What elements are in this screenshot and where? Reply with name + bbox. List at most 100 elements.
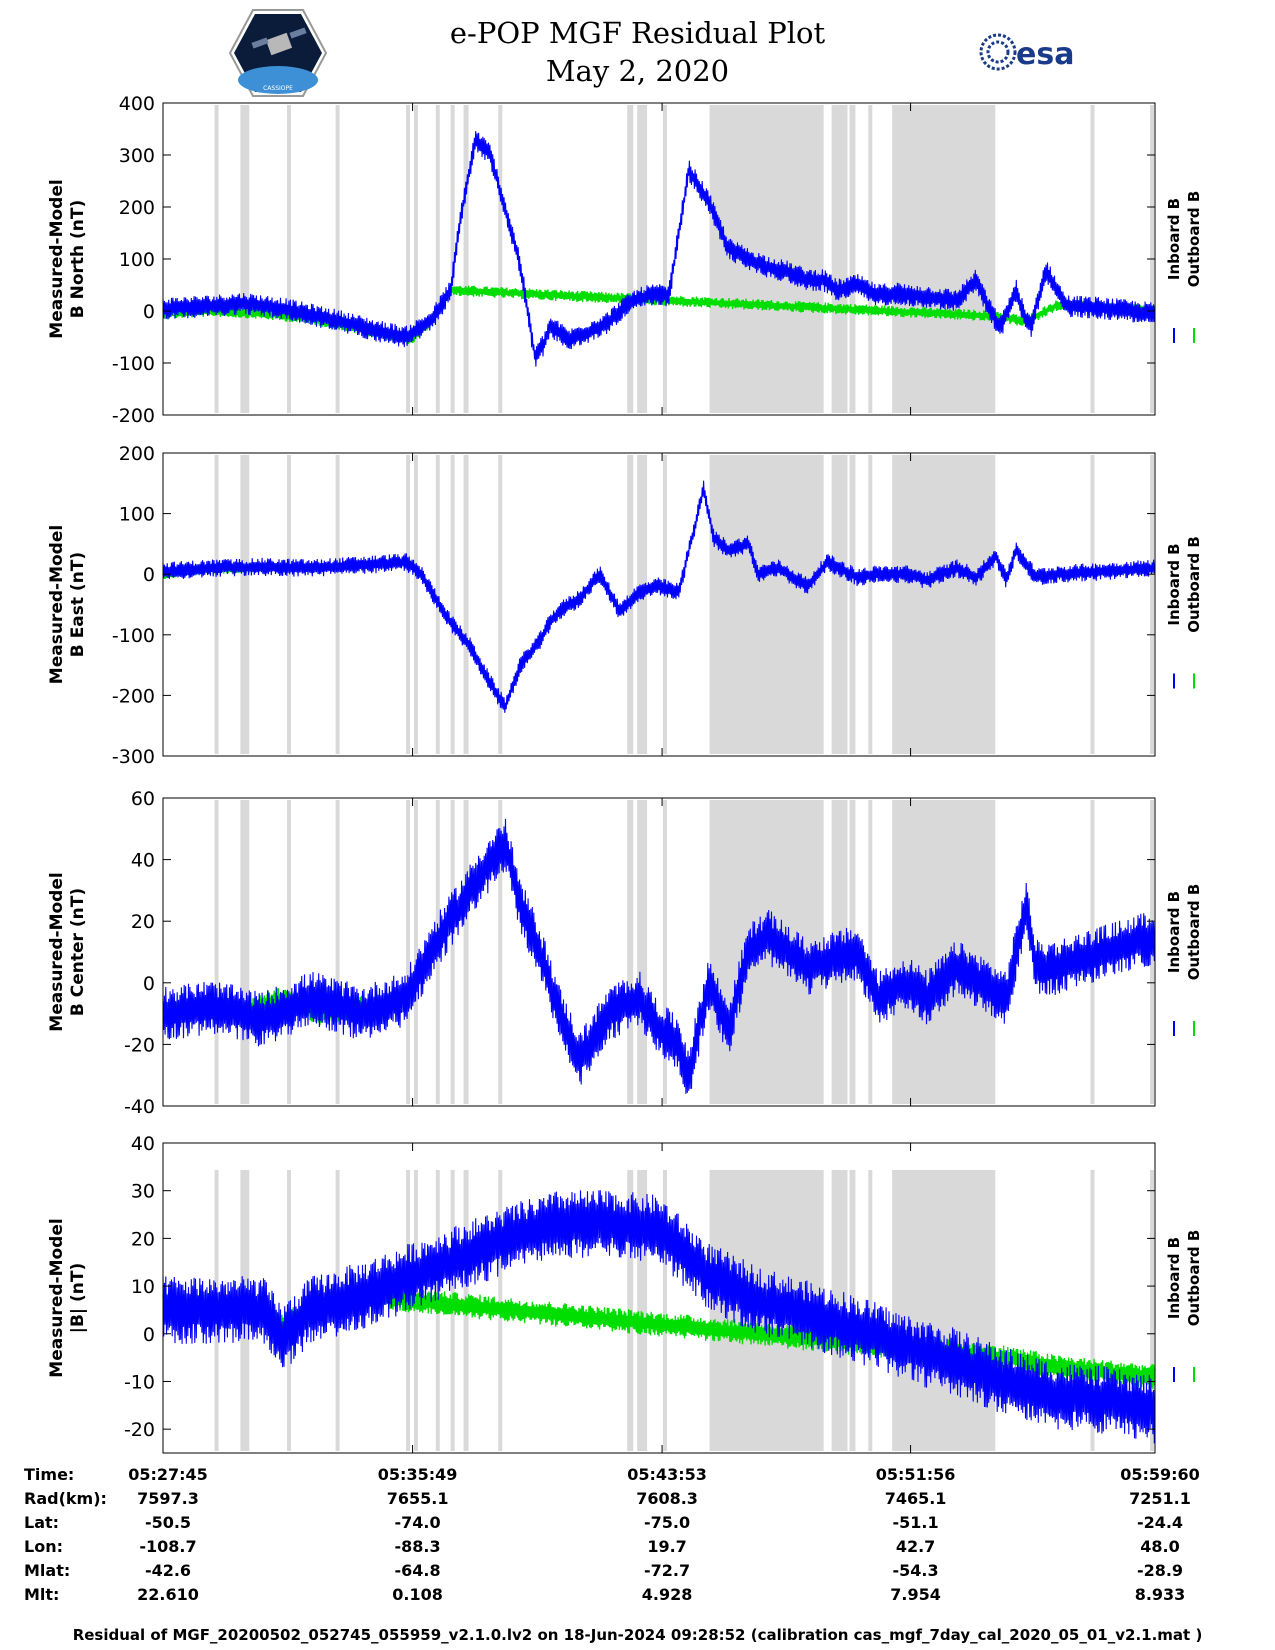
shade-band	[868, 1170, 873, 1451]
shade-band	[214, 800, 219, 1104]
legend-label: Inboard B	[1165, 1237, 1183, 1319]
shade-band	[406, 105, 411, 413]
legend-label: Outboard B	[1185, 1230, 1203, 1327]
shade-band	[1090, 1170, 1095, 1451]
y-tick-label: 40	[131, 1133, 155, 1155]
shade-band	[435, 105, 440, 413]
shade-band	[498, 455, 503, 754]
shade-band	[849, 455, 856, 754]
shade-band	[709, 455, 824, 754]
plot-title: e-POP MGF Residual Plot	[449, 16, 826, 50]
y-tick-label: -100	[112, 353, 155, 375]
shade-band	[637, 800, 648, 1104]
orbit-cell: -54.3	[892, 1561, 939, 1580]
y-axis-label: Measured-ModelB Center (nT)	[47, 872, 88, 1031]
shade-band	[498, 105, 503, 413]
mission-logo-text: CASSIOPE	[263, 85, 293, 92]
shade-band	[892, 455, 996, 754]
orbit-row-label: Time:	[24, 1465, 75, 1484]
y-tick-label: 20	[131, 911, 155, 933]
orbit-cell: -50.5	[144, 1513, 192, 1532]
shade-band	[413, 1170, 418, 1451]
shade-band	[709, 105, 824, 413]
orbit-cell: -28.9	[1136, 1561, 1184, 1580]
panel-1: -200 -100 0 100 200 300 400 Measured-ModelB Nor…	[47, 93, 1203, 427]
orbit-cell: -64.8	[394, 1561, 441, 1580]
orbit-cell: -24.4	[1136, 1513, 1184, 1532]
orbit-row-label: Lon:	[24, 1537, 63, 1556]
y-tick-label: 0	[143, 564, 155, 586]
y-tick-label: 100	[119, 504, 155, 526]
shade-band	[406, 455, 411, 754]
panel-2: -300 -200 -100 0 100 200 Measured-ModelB East …	[47, 443, 1203, 768]
shade-band	[662, 105, 667, 413]
esa-logo-text: esa	[1016, 37, 1074, 72]
shade-band	[214, 455, 219, 754]
orbit-row-label: Lat:	[24, 1513, 60, 1532]
shade-band	[413, 800, 418, 1104]
shade-band	[849, 105, 856, 413]
shade-band	[637, 105, 648, 413]
orbit-cell: 05:43:53	[627, 1465, 707, 1484]
shade-band	[463, 800, 469, 1104]
orbit-cell: 4.928	[641, 1585, 693, 1604]
orbit-cell: 42.7	[895, 1537, 936, 1556]
legend-label: Outboard B	[1185, 191, 1203, 288]
orbit-table: Time: Rad(km): Lat: Lon: Mlat: Mlt: 05:27:45 75…	[0, 1465, 1275, 1615]
legend-label: Inboard B	[1165, 543, 1183, 625]
shade-band	[1150, 455, 1155, 754]
shade-band	[868, 800, 873, 1104]
shade-band	[214, 105, 219, 413]
shade-band	[868, 455, 873, 754]
y-tick-label: 40	[131, 850, 155, 872]
shade-band	[450, 105, 455, 413]
shade-band	[335, 800, 340, 1104]
shade-band	[450, 800, 455, 1104]
orbit-cell: -108.7	[139, 1537, 197, 1556]
shade-band	[637, 455, 648, 754]
series-line	[162, 131, 1156, 367]
shade-band	[240, 800, 250, 1104]
y-tick-label: 300	[119, 145, 155, 167]
axes-box	[162, 452, 1156, 757]
y-tick-label: 200	[119, 197, 155, 219]
footer-note: Residual of MGF_20200502_052745_055959_v…	[72, 1626, 1203, 1644]
legend-label: Inboard B	[1165, 198, 1183, 280]
shade-band	[1150, 1170, 1155, 1451]
orbit-cell: 7655.1	[386, 1489, 449, 1508]
title-block: e-POP MGF Residual Plot May 2, 2020	[0, 14, 1275, 90]
legend-label: Outboard B	[1185, 884, 1203, 981]
shade-band	[287, 800, 291, 1104]
y-axis-label: Measured-ModelB North (nT)	[47, 179, 88, 338]
shade-band	[1090, 455, 1095, 754]
orbit-cell: 05:51:56	[875, 1465, 956, 1484]
orbit-cell: -51.1	[892, 1513, 939, 1532]
shade-band	[892, 800, 996, 1104]
y-tick-label: -100	[112, 625, 155, 647]
y-axis-label-line: |B| (nT)	[68, 1263, 88, 1334]
shade-band	[868, 105, 873, 413]
series-line	[162, 818, 1156, 1094]
y-tick-label: -20	[124, 1034, 155, 1056]
y-tick-label: 100	[119, 249, 155, 271]
orbit-cell: 22.610	[137, 1585, 199, 1604]
orbit-cell: -42.6	[144, 1561, 192, 1580]
shade-band	[831, 105, 848, 413]
orbit-cell: 05:59:60	[1120, 1465, 1200, 1484]
shade-band	[498, 800, 503, 1104]
y-tick-label: 400	[119, 93, 155, 115]
y-axis-label: Measured-Model|B| (nT)	[47, 1218, 88, 1377]
y-tick-label: 200	[119, 443, 155, 465]
shade-band	[662, 455, 667, 754]
shade-band	[335, 455, 340, 754]
orbit-cell: 7465.1	[884, 1489, 947, 1508]
y-axis-label-line: B East (nT)	[68, 552, 88, 657]
y-tick-label: -200	[112, 685, 155, 707]
orbit-cell: 05:35:49	[377, 1465, 458, 1484]
orbit-cell: 7597.3	[137, 1489, 199, 1508]
shade-band	[463, 455, 469, 754]
orbit-cell: -88.3	[394, 1537, 441, 1556]
axes-box	[162, 797, 1156, 1107]
y-tick-label: 20	[131, 1228, 155, 1250]
y-axis-label: Measured-ModelB East (nT)	[47, 525, 88, 684]
